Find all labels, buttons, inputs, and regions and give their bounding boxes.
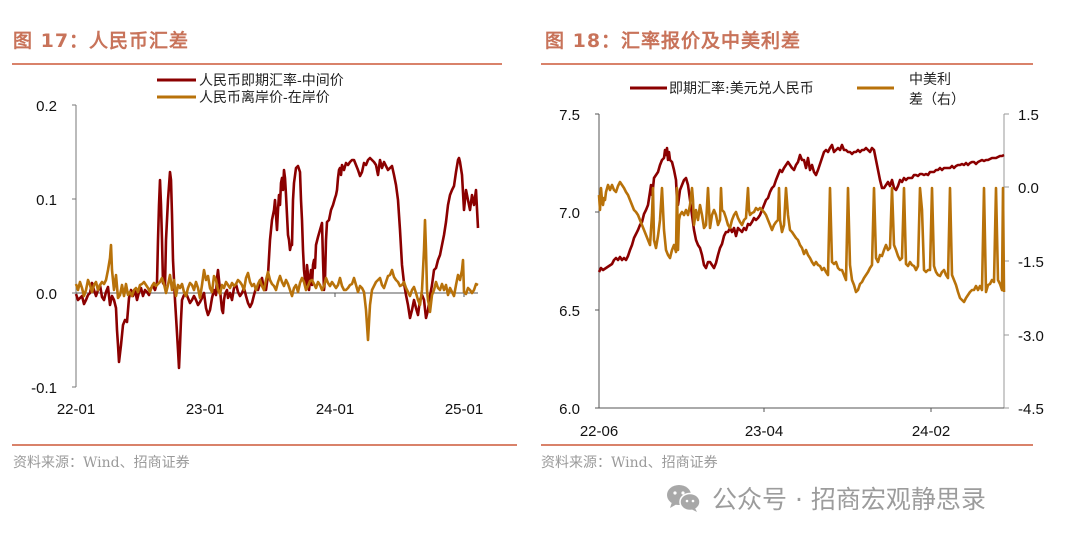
figure-17-top-rule: [12, 63, 502, 65]
y-tick-label-right: -3.0: [1018, 328, 1044, 345]
y-tick-label: 0.0: [36, 286, 57, 303]
x-tick-label: 24-02: [912, 423, 950, 440]
watermark: 公众号 · 招商宏观静思录: [666, 480, 986, 516]
legend-label-cn-us-spread-line1: 中美利: [909, 72, 951, 88]
series-spot-minus-central: [74, 156, 480, 370]
figure-18-legend: 即期汇率:美元兑人民币 中美利 差（右）: [630, 72, 965, 108]
y-tick-label-right: -4.5: [1018, 401, 1044, 418]
x-tick-label: 22-01: [57, 401, 95, 418]
wechat-icon: [666, 483, 702, 513]
y-tick-label: -0.1: [31, 380, 57, 397]
y-tick-label-left: 7.5: [559, 107, 580, 124]
figure-17-source: 资料来源：Wind、招商证券: [13, 455, 190, 471]
figure-17-chart: 人民币即期汇率-中间价 人民币离岸价-在岸价 0.2 0.1 0.0 -0.1 …: [31, 72, 483, 418]
legend-label-usdcny-spot: 即期汇率:美元兑人民币: [669, 80, 814, 97]
y-tick-label-left: 7.0: [559, 205, 580, 222]
x-tick-label: 23-01: [186, 401, 224, 418]
figure-18-title: 图 18：汇率报价及中美利差: [545, 30, 802, 52]
figure-17-legend: 人民币即期汇率-中间价 人民币离岸价-在岸价: [157, 72, 344, 106]
figure-18-left-y-axis: 7.5 7.0 6.5 6.0: [559, 107, 600, 418]
figure-17-y-axis: 0.2 0.1 0.0 -0.1: [31, 98, 77, 397]
figure-18-bottom-rule: [541, 444, 1033, 446]
y-tick-label: 0.2: [36, 98, 57, 115]
x-tick-label: 25-01: [445, 401, 483, 418]
figure-18-top-rule: [541, 63, 1033, 65]
y-tick-label-right: 0.0: [1018, 180, 1039, 197]
y-tick-label-right: 1.5: [1018, 107, 1039, 124]
series-cn-us-spread: [597, 180, 1006, 304]
series-usdcny-spot: [597, 143, 1005, 273]
figure-18-source: 资料来源：Wind、招商证券: [541, 455, 718, 471]
watermark-text: 公众号 · 招商宏观静思录: [712, 485, 986, 514]
figure-17-title: 图 17：人民币汇差: [13, 30, 190, 52]
y-tick-label-right: -1.5: [1018, 254, 1044, 271]
series-offshore-minus-onshore: [74, 218, 479, 342]
y-tick-label-left: 6.0: [559, 401, 580, 418]
figure-18-chart: 即期汇率:美元兑人民币 中美利 差（右） 7.5 7.0 6.5 6.0 1.5…: [559, 72, 1044, 440]
y-tick-label: 0.1: [36, 192, 57, 209]
legend-label-spot-minus-central: 人民币即期汇率-中间价: [199, 72, 344, 89]
x-tick-label: 22-06: [580, 423, 618, 440]
figure-18-x-axis: 22-06 23-04 24-02: [580, 407, 1004, 440]
x-tick-label: 23-04: [745, 423, 783, 440]
x-tick-label: 24-01: [316, 401, 354, 418]
y-tick-label-left: 6.5: [559, 303, 580, 320]
figure-17-x-axis: 22-01 23-01 24-01 25-01: [57, 401, 483, 418]
figure-17-bottom-rule: [12, 444, 517, 446]
legend-label-offshore-minus-onshore: 人民币离岸价-在岸价: [199, 89, 330, 106]
figure-18-right-y-axis: 1.5 0.0 -1.5 -3.0 -4.5: [1003, 107, 1044, 418]
legend-label-cn-us-spread-line2: 差（右）: [909, 92, 965, 108]
